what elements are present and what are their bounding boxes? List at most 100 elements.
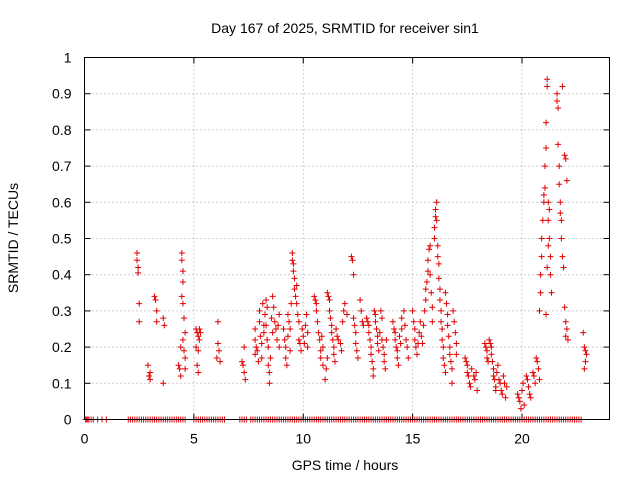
data-point (468, 365, 475, 372)
data-point (341, 300, 348, 307)
data-point (444, 322, 451, 329)
data-point (263, 322, 270, 329)
data-point (535, 365, 542, 372)
data-point (330, 351, 337, 358)
data-point (317, 354, 324, 361)
data-point (481, 340, 488, 347)
data-point (436, 297, 443, 304)
data-point (197, 329, 204, 336)
data-point (151, 293, 158, 300)
data-point (533, 354, 540, 361)
y-tick-label: 0.5 (52, 231, 72, 247)
data-point (554, 90, 560, 97)
data-point (175, 362, 182, 369)
data-point (300, 333, 307, 340)
data-point (368, 351, 375, 358)
data-point (395, 362, 402, 369)
data-point (404, 344, 411, 351)
data-point (282, 344, 289, 351)
data-point (372, 311, 379, 318)
data-point (214, 340, 221, 347)
data-point (193, 344, 200, 351)
data-point (559, 83, 566, 90)
data-point (545, 242, 552, 249)
data-point (252, 326, 259, 332)
data-point (326, 307, 333, 314)
data-point (179, 300, 186, 307)
data-point (344, 311, 350, 318)
data-point (540, 192, 547, 199)
data-point (287, 326, 294, 332)
data-point (358, 307, 365, 314)
data-point (312, 297, 319, 304)
data-point (393, 344, 400, 351)
data-point (295, 318, 302, 325)
data-point (502, 394, 509, 401)
data-point (537, 289, 544, 296)
data-point (580, 329, 587, 336)
data-point (252, 336, 259, 343)
data-point (394, 347, 401, 354)
data-point (292, 293, 299, 300)
data-point (259, 300, 266, 307)
data-point (431, 224, 438, 231)
x-tick-label: 5 (190, 431, 198, 447)
data-point (543, 311, 550, 318)
data-point (381, 358, 388, 365)
data-point (291, 275, 298, 282)
data-point (541, 163, 548, 170)
data-point (409, 307, 416, 314)
data-point (258, 340, 265, 347)
data-point (420, 322, 427, 329)
data-point (319, 344, 326, 351)
data-point (449, 380, 455, 387)
data-point (544, 83, 551, 90)
data-point (216, 347, 223, 354)
data-point (239, 358, 245, 365)
data-point (490, 365, 497, 372)
data-point (433, 217, 440, 224)
data-point (484, 347, 490, 354)
data-point (536, 376, 543, 383)
data-point (350, 271, 357, 278)
y-tick-label: 0 (64, 412, 72, 428)
data-point (160, 380, 167, 387)
y-tick-label: 0.7 (52, 158, 72, 174)
data-point (545, 199, 552, 206)
data-point (265, 344, 272, 351)
data-point (374, 340, 381, 347)
data-point (363, 315, 370, 322)
y-tick-label: 0.2 (52, 339, 72, 355)
data-point (372, 318, 379, 325)
data-point (176, 365, 183, 372)
data-point (257, 333, 264, 340)
data-point (428, 289, 435, 296)
data-point (317, 347, 324, 354)
data-point (263, 297, 270, 304)
data-point (274, 336, 280, 343)
data-point (453, 351, 460, 358)
data-point (422, 286, 429, 293)
data-point (314, 318, 321, 325)
data-point (213, 354, 220, 361)
data-point (421, 307, 428, 314)
data-point (324, 354, 331, 361)
data-point (520, 380, 527, 387)
data-point (559, 253, 566, 260)
data-point (432, 213, 439, 220)
data-point (403, 336, 410, 343)
data-point (514, 391, 521, 398)
data-point (450, 307, 457, 314)
data-point (558, 235, 565, 242)
data-point (417, 318, 424, 325)
data-point (319, 362, 326, 369)
data-point (556, 163, 563, 170)
data-point (557, 199, 564, 206)
data-point (217, 358, 224, 365)
data-point (441, 362, 448, 369)
data-point (492, 387, 499, 394)
data-point (473, 369, 480, 376)
data-point (488, 351, 495, 358)
data-point (543, 145, 550, 151)
